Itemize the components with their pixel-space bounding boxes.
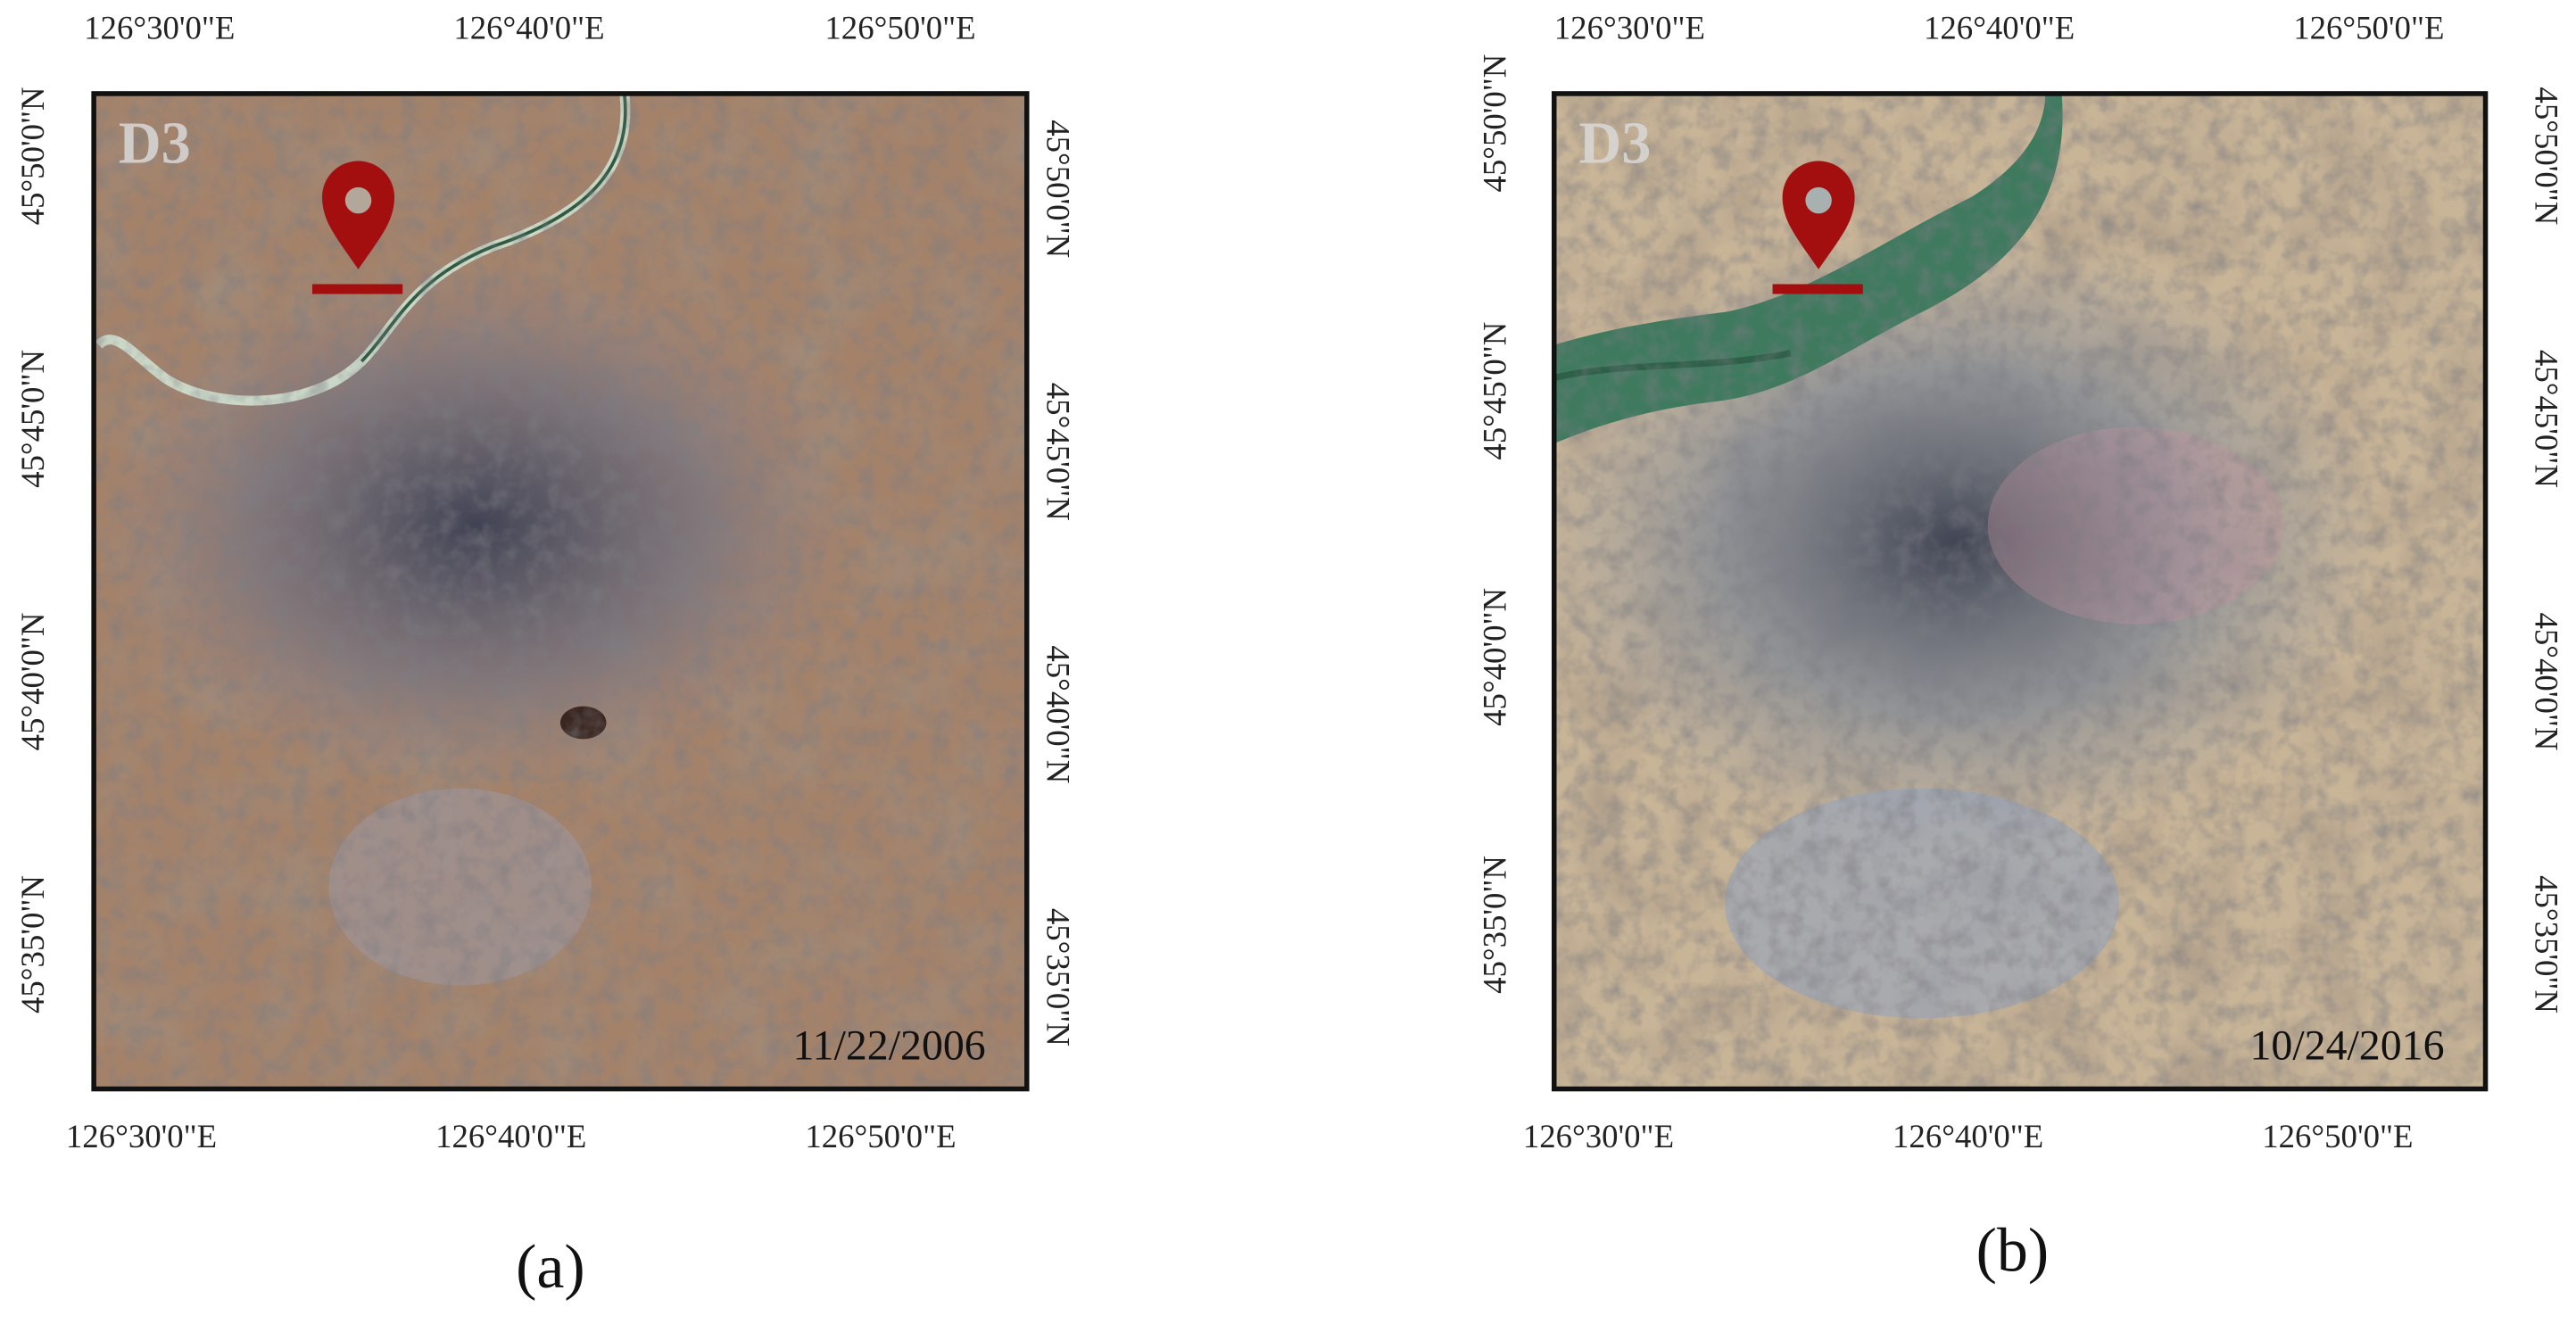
latitude-label: 45°35'0"N	[1040, 908, 1077, 1047]
panel-label: D3	[119, 111, 191, 176]
date-label: 10/24/2016	[2249, 1022, 2444, 1069]
latitude-label: 45°40'0"N	[2529, 613, 2565, 751]
longitude-label: 126°50'0"E	[824, 9, 975, 46]
panel-caption: (a)	[516, 1233, 585, 1302]
latitude-label: 45°45'0"N	[1040, 383, 1077, 521]
latitude-label: 45°35'0"N	[1477, 856, 1513, 994]
longitude-label: 126°40'0"E	[453, 9, 604, 46]
latitude-label: 45°40'0"N	[14, 613, 51, 751]
latitude-label: 45°50'0"N	[2529, 87, 2565, 225]
longitude-label: 126°40'0"E	[1893, 1118, 2043, 1154]
panel-caption: (b)	[1976, 1216, 2050, 1285]
location-marker	[311, 161, 403, 294]
latitude-label: 45°50'0"N	[1477, 54, 1513, 193]
latitude-label: 45°45'0"N	[2529, 350, 2565, 488]
longitude-label: 126°40'0"E	[435, 1118, 586, 1154]
longitude-label: 126°50'0"E	[2293, 9, 2444, 46]
location-marker	[1772, 161, 1863, 294]
latitude-label: 45°40'0"N	[1040, 645, 1077, 783]
panel-label: D3	[1578, 111, 1651, 176]
latitude-label: 45°40'0"N	[1477, 588, 1513, 726]
longitude-label: 126°30'0"E	[1523, 1118, 1674, 1154]
satellite-image-a	[94, 93, 1027, 1089]
latitude-label: 45°50'0"N	[14, 87, 51, 225]
map-frame	[91, 91, 1030, 1092]
longitude-label: 126°40'0"E	[1924, 9, 2075, 46]
latitude-label: 45°50'0"N	[1040, 120, 1077, 258]
longitude-label: 126°30'0"E	[1554, 9, 1705, 46]
date-label: 11/22/2006	[793, 1022, 986, 1069]
longitude-label: 126°50'0"E	[805, 1118, 956, 1154]
latitude-label: 45°45'0"N	[1477, 322, 1513, 460]
longitude-label: 126°50'0"E	[2262, 1118, 2413, 1154]
satellite-image-b	[1553, 93, 2486, 1089]
longitude-label: 126°30'0"E	[66, 1118, 217, 1154]
longitude-label: 126°30'0"E	[84, 9, 235, 46]
map-frame	[1551, 91, 2489, 1092]
latitude-label: 45°35'0"N	[2529, 875, 2565, 1013]
latitude-label: 45°35'0"N	[14, 875, 51, 1013]
latitude-label: 45°45'0"N	[14, 350, 51, 488]
